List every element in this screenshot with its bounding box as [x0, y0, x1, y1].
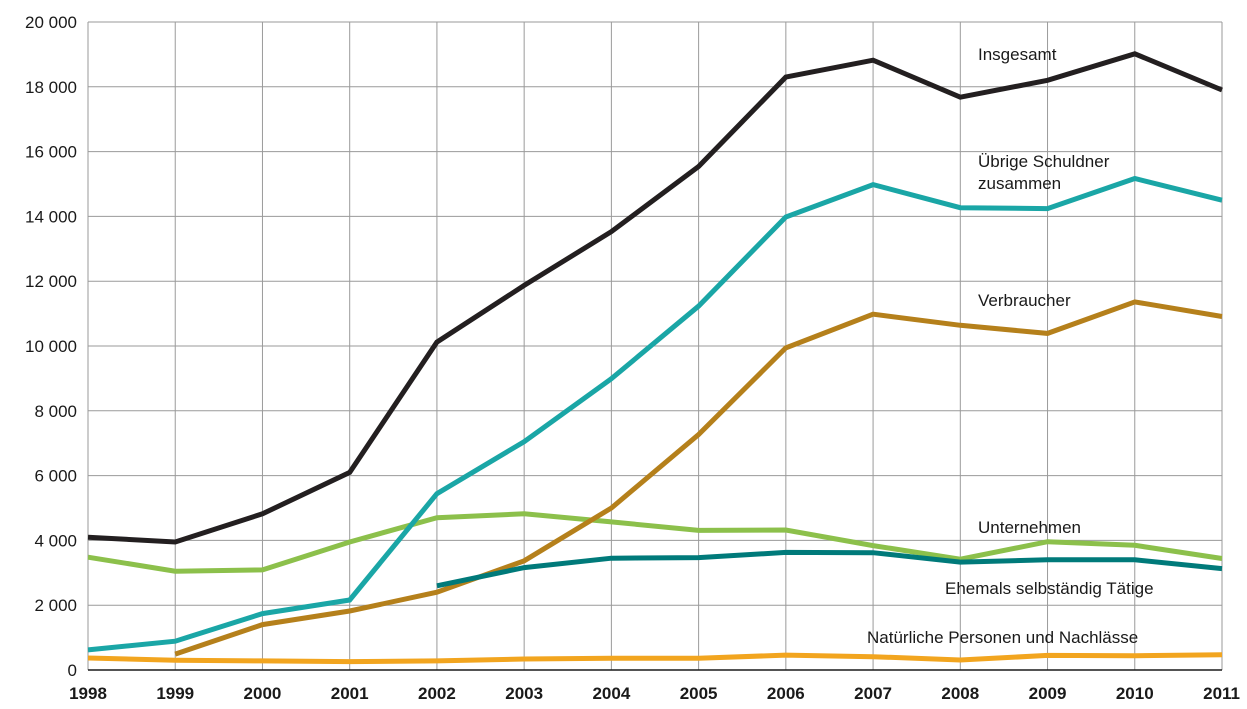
y-tick-label: 0: [68, 661, 77, 680]
x-tick-label: 2005: [680, 684, 718, 703]
y-tick-label: 12 000: [25, 272, 77, 291]
x-tick-label: 2000: [244, 684, 282, 703]
label-uebrige-schuldner-line-1: Übrige Schuldner: [978, 152, 1110, 171]
y-tick-label: 2 000: [34, 596, 77, 615]
x-tick-label: 1998: [69, 684, 107, 703]
tick-labels: 0 2 000 4 000 6 000 8 000 10 000 12 000 14 000 1…: [25, 13, 1240, 703]
x-tick-label: 2011: [1203, 684, 1240, 703]
label-uebrige-schuldner-line-2: zusammen: [978, 174, 1061, 193]
series-lines: [87, 51, 1223, 665]
line-insgesamt: [87, 51, 1223, 545]
line-verbraucher: [174, 299, 1223, 657]
y-tick-label: 6 000: [34, 467, 77, 486]
x-tick-label: 2004: [592, 684, 630, 703]
y-tick-label: 10 000: [25, 337, 77, 356]
label-unternehmen: Unternehmen: [978, 518, 1081, 537]
x-tick-label: 2008: [941, 684, 979, 703]
line-uebrige-schuldner: [87, 175, 1223, 653]
y-tick-label: 18 000: [25, 78, 77, 97]
line-natuerliche-personen: [87, 652, 1223, 665]
y-tick-label: 8 000: [34, 402, 77, 421]
label-insgesamt: Insgesamt: [978, 45, 1057, 64]
y-tick-label: 4 000: [34, 531, 77, 550]
y-tick-label: 16 000: [25, 143, 77, 162]
x-tick-label: 2009: [1029, 684, 1067, 703]
y-tick-label: 20 000: [25, 13, 77, 32]
x-tick-label: 2003: [505, 684, 543, 703]
line-ehemals-selbstaendig: [436, 549, 1223, 589]
x-tick-label: 2001: [331, 684, 369, 703]
x-tick-label: 2006: [767, 684, 805, 703]
line-unternehmen: [87, 511, 1223, 574]
gridlines: [87, 21, 1223, 670]
label-natuerliche-personen: Natürliche Personen und Nachlässe: [867, 628, 1138, 647]
x-tick-label: 2010: [1116, 684, 1154, 703]
x-tick-label: 2007: [854, 684, 892, 703]
y-tick-label: 14 000: [25, 207, 77, 226]
x-tick-label: 1999: [156, 684, 194, 703]
label-verbraucher: Verbraucher: [978, 291, 1071, 310]
label-ehemals-selbstaendig: Ehemals selbständig Tätige: [945, 579, 1154, 598]
series-labels: Insgesamt Übrige Schuldner zusammen Verbrau…: [867, 45, 1154, 647]
x-tick-label: 2002: [418, 684, 456, 703]
